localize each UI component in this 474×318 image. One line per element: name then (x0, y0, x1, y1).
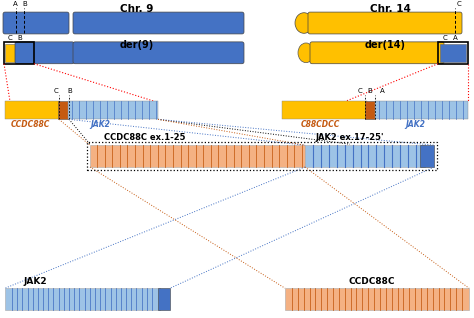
Text: CCDC88C: CCDC88C (10, 120, 50, 129)
Bar (5, 288, 160, 310)
Bar (90, 145, 305, 167)
Ellipse shape (298, 43, 314, 63)
Text: JAK2: JAK2 (23, 277, 47, 286)
Bar (5, 101, 60, 119)
Text: A: A (453, 35, 457, 41)
FancyBboxPatch shape (3, 12, 69, 34)
Bar (4, 42, 34, 64)
Text: Chr. 9: Chr. 9 (120, 4, 154, 14)
Text: der(9): der(9) (120, 40, 154, 50)
Text: C: C (357, 87, 363, 93)
Bar (438, 42, 468, 64)
FancyBboxPatch shape (308, 12, 462, 34)
Bar (68, 101, 158, 119)
Bar (5, 44, 19, 62)
Text: A: A (380, 87, 384, 93)
Text: C: C (54, 87, 58, 93)
Bar (375, 101, 468, 119)
Text: JAK2: JAK2 (90, 120, 110, 129)
Text: C: C (8, 35, 12, 41)
Text: der(14): der(14) (365, 40, 405, 50)
Text: C: C (443, 35, 447, 41)
FancyBboxPatch shape (310, 42, 444, 64)
Text: B: B (68, 87, 73, 93)
Text: C: C (457, 1, 462, 7)
Ellipse shape (295, 13, 313, 33)
Bar (305, 145, 425, 167)
Text: CCDC88C ex.1-25: CCDC88C ex.1-25 (104, 133, 186, 142)
FancyBboxPatch shape (73, 42, 244, 64)
Text: B: B (368, 87, 373, 93)
Text: B: B (23, 1, 27, 7)
FancyBboxPatch shape (73, 12, 244, 34)
Bar (282, 101, 367, 119)
Text: JAK2: JAK2 (405, 120, 425, 129)
Text: CCDC88C: CCDC88C (349, 277, 395, 286)
Text: JAK2 ex.17-25': JAK2 ex.17-25' (316, 133, 384, 142)
Bar (440, 44, 466, 62)
Text: C88CDCC: C88CDCC (301, 120, 340, 129)
Bar (58, 101, 68, 119)
Bar (420, 145, 434, 167)
Text: Chr. 14: Chr. 14 (370, 4, 410, 14)
Text: A: A (13, 1, 18, 7)
FancyBboxPatch shape (15, 42, 74, 64)
Bar (365, 101, 375, 119)
Bar (285, 288, 469, 310)
Bar (87, 142, 437, 170)
Bar (158, 288, 170, 310)
Text: B: B (18, 35, 22, 41)
